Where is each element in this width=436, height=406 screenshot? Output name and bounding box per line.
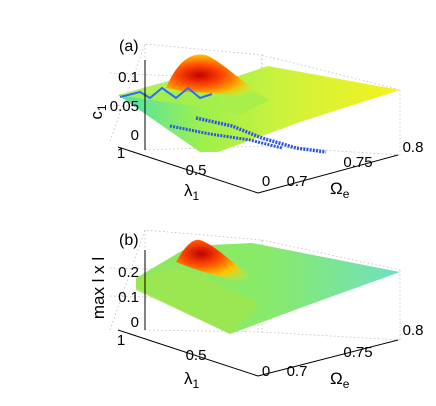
panel-b-ztick: 0 <box>131 314 139 331</box>
panel-a-plateau <box>118 66 400 152</box>
panel-a: 0.1 0.05 0 1 0.5 0 0.7 0.75 0.8 (a) c1 λ… <box>87 38 423 203</box>
panel-b-grid-line <box>261 331 401 341</box>
panel-a-zlabel: c1 <box>87 104 109 120</box>
panel-b-ztick: 0.2 <box>118 264 139 281</box>
panel-b-ytick: 0.5 <box>186 347 207 364</box>
panel-b-lambda-label: λ1 <box>184 369 200 391</box>
panel-b-lambda-axis <box>117 329 259 377</box>
panel-b-label: (b) <box>119 232 139 249</box>
panel-a-xtick: 0.8 <box>403 139 424 156</box>
panel-b: 0.2 0.1 0 1 0.5 0 0.7 0.75 0.8 (b) max l… <box>89 229 424 391</box>
panel-a-peak <box>166 54 262 96</box>
panel-a-lower-branch <box>195 116 327 154</box>
panel-b-ytick: 0 <box>262 363 270 380</box>
panel-a-xtick: 0.75 <box>343 154 372 171</box>
panel-a-surface <box>118 54 400 154</box>
panel-b-ztick: 0.1 <box>118 289 139 306</box>
panel-b-peak <box>176 239 260 286</box>
panel-a-ztick: 0.1 <box>118 69 139 86</box>
panel-b-front-slope <box>136 268 260 334</box>
panel-b-xtick: 0.75 <box>343 344 372 361</box>
panel-a-blue-ridge <box>119 86 213 100</box>
panel-a-grid-line <box>261 145 401 156</box>
panel-b-omega-axis <box>257 339 399 377</box>
panel-b-xtick: 0.7 <box>287 363 308 380</box>
panel-b-ytick: 1 <box>117 332 125 349</box>
panel-a-ytick: 1 <box>117 145 125 162</box>
panel-a-lambda-label: λ1 <box>184 181 200 203</box>
panel-a-ztick: 0.05 <box>110 98 139 115</box>
panel-b-surface <box>136 239 400 334</box>
panel-a-lower-branch <box>169 124 283 150</box>
panel-b-grid-line <box>144 329 263 333</box>
panel-b-xtick: 0.8 <box>403 322 424 339</box>
panel-a-omega-axis <box>257 154 399 194</box>
panel-a-ytick: 0 <box>262 173 270 190</box>
panel-b-zlabel: max l x l <box>89 257 108 319</box>
panel-a-ytick: 0.5 <box>186 162 207 179</box>
panel-a-label: (a) <box>119 38 139 55</box>
panel-a-xtick: 0.7 <box>287 173 308 190</box>
panel-b-omega-label: Ωe <box>330 369 350 391</box>
panel-a-omega-label: Ωe <box>330 179 350 201</box>
panel-a-ztick: 0 <box>131 127 139 144</box>
panel-a-lambda-axis <box>117 146 259 194</box>
